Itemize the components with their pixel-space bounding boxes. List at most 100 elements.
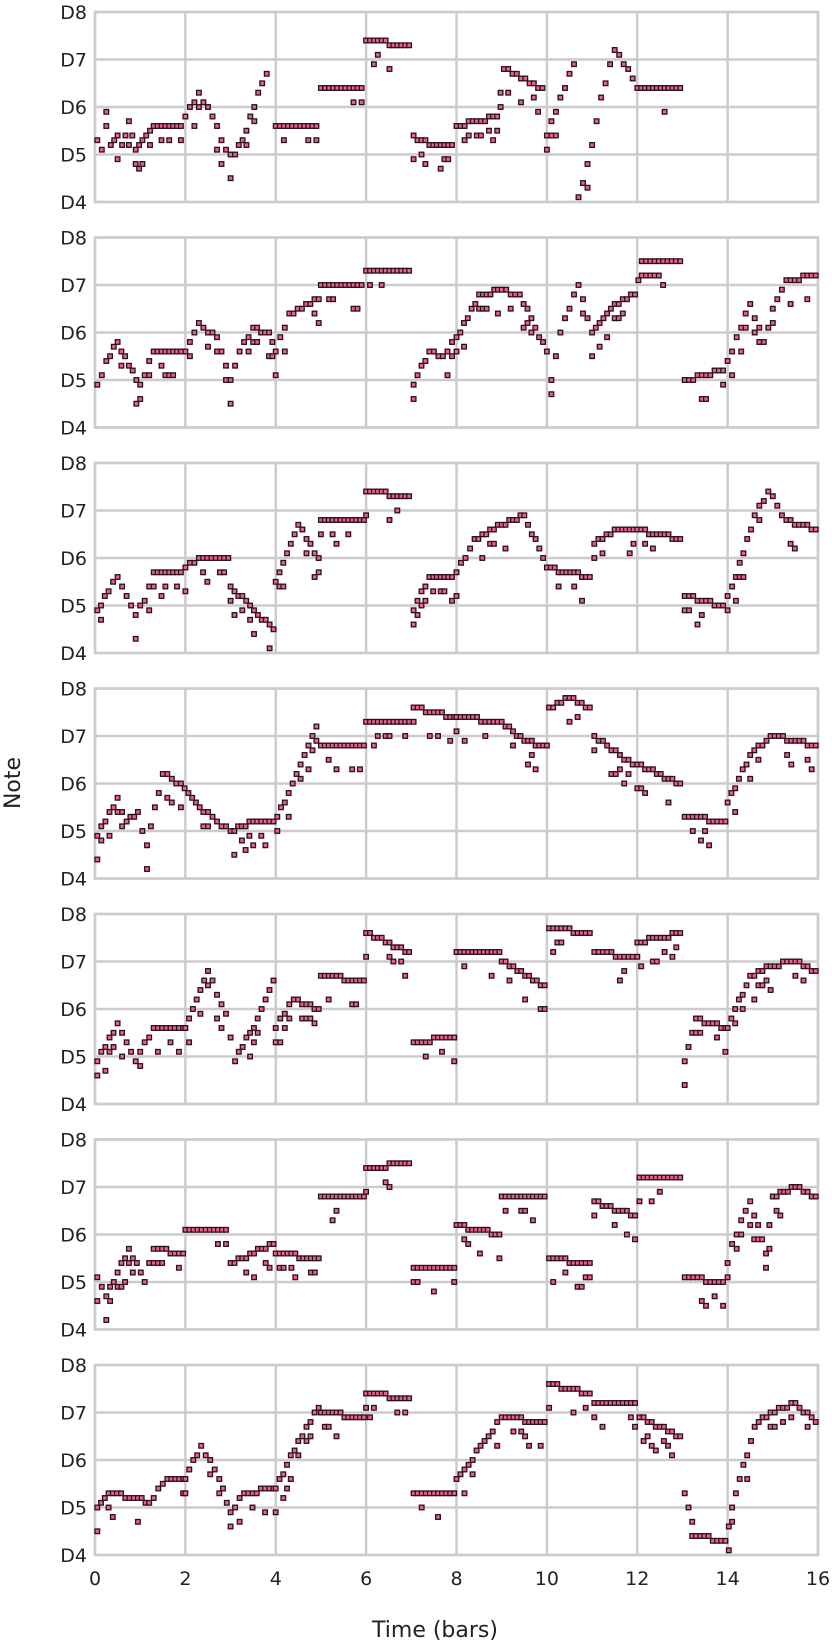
note [494, 113, 501, 120]
note [586, 704, 593, 711]
note [231, 612, 238, 618]
note [528, 737, 535, 744]
note [698, 1274, 705, 1281]
note [191, 329, 198, 336]
note [123, 1039, 130, 1046]
note [714, 1034, 720, 1041]
note [751, 1212, 758, 1219]
note [159, 1480, 166, 1487]
note [518, 99, 524, 106]
note [295, 1452, 302, 1459]
note [469, 1457, 476, 1463]
note [580, 296, 586, 303]
note [751, 972, 758, 979]
note [522, 996, 529, 1003]
note [720, 367, 727, 374]
note [173, 780, 180, 787]
note [520, 301, 527, 307]
note [468, 305, 475, 312]
note [740, 1461, 747, 1468]
note [122, 132, 129, 139]
note [227, 175, 234, 182]
note [430, 588, 437, 595]
note [619, 310, 626, 317]
note [197, 987, 204, 993]
note [390, 958, 397, 965]
note [205, 809, 211, 815]
note [479, 555, 486, 561]
note [599, 536, 606, 542]
note [767, 987, 774, 993]
note [796, 1404, 803, 1411]
note [522, 1207, 529, 1214]
note [272, 578, 279, 585]
note [697, 1015, 704, 1022]
note [158, 362, 165, 369]
note [102, 1067, 109, 1074]
note [132, 146, 139, 153]
note [218, 137, 225, 144]
note [759, 742, 766, 749]
note [608, 949, 615, 955]
note [747, 301, 754, 307]
note [729, 1504, 736, 1511]
y-tick-label: D7 [60, 50, 87, 72]
note [107, 142, 114, 148]
note [131, 813, 138, 820]
note [227, 400, 234, 407]
note [812, 272, 819, 279]
note [575, 282, 582, 288]
note [461, 137, 468, 144]
note [313, 137, 320, 144]
note [175, 1264, 182, 1271]
note [317, 531, 324, 538]
note [787, 301, 794, 307]
note [669, 1428, 675, 1435]
note [472, 301, 479, 307]
note [307, 301, 314, 307]
note [765, 324, 772, 331]
note [272, 348, 279, 355]
note [784, 1188, 791, 1195]
note [812, 526, 819, 533]
note [144, 842, 150, 849]
note [546, 1404, 553, 1411]
note [689, 1518, 696, 1525]
note [739, 991, 746, 998]
note [616, 752, 623, 758]
note [205, 982, 211, 989]
note [286, 1001, 293, 1008]
note [242, 847, 249, 853]
note [311, 550, 318, 557]
note [669, 775, 676, 782]
note [702, 828, 708, 834]
note [272, 1039, 279, 1046]
note [280, 1264, 287, 1271]
note [525, 761, 531, 768]
note [382, 1165, 389, 1171]
note [313, 737, 320, 744]
note [477, 1442, 484, 1449]
note [218, 161, 225, 167]
note [195, 89, 202, 96]
note [652, 1447, 659, 1454]
note [502, 1207, 509, 1214]
note [118, 1490, 125, 1497]
note [642, 939, 649, 946]
note [780, 733, 786, 739]
note [287, 1452, 294, 1459]
note [132, 161, 139, 167]
note [197, 1010, 204, 1017]
note [698, 1298, 705, 1304]
note [146, 1034, 153, 1041]
note [292, 1250, 299, 1257]
note [204, 578, 211, 585]
note [685, 1044, 692, 1050]
note [681, 1490, 688, 1497]
note [94, 1298, 101, 1304]
note [729, 583, 736, 590]
note [677, 930, 684, 936]
note [510, 742, 516, 749]
note [677, 85, 684, 91]
note [137, 396, 144, 402]
